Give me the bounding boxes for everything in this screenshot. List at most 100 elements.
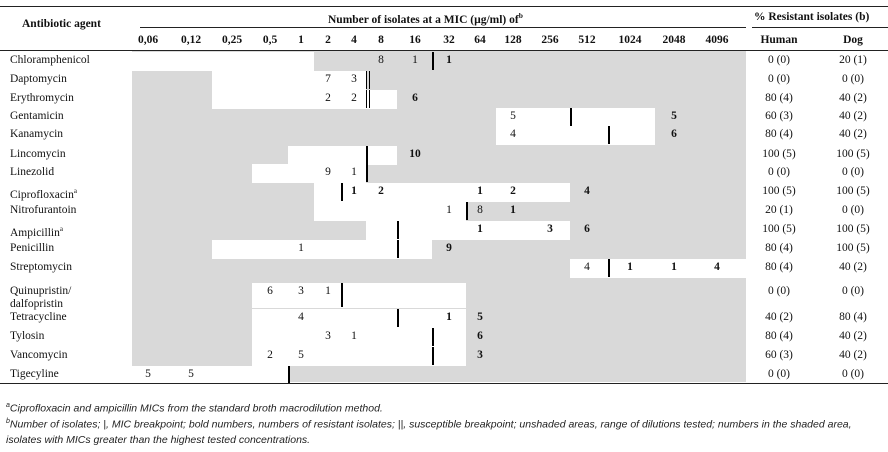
tested-range [366, 221, 570, 240]
tested-range [496, 126, 655, 145]
isolate-count: 2 [378, 185, 384, 197]
dog-resistant-pct: 0 (0) [841, 285, 865, 297]
dog-resistant-pct: 0 (0) [841, 73, 865, 85]
resistant-title-underline [752, 27, 888, 28]
mic-breakpoint-line [432, 347, 434, 365]
antibiotic-label: Linezolid [10, 166, 55, 178]
tested-range [252, 164, 366, 183]
antibiotic-label-line2: dalfopristin [10, 298, 64, 310]
mic-column-header: 1 [298, 34, 304, 46]
mic-breakpoint-line [432, 52, 434, 70]
isolate-count: 5 [188, 368, 194, 380]
mic-column-header: 64 [474, 34, 486, 46]
isolate-count: 5 [298, 349, 304, 361]
human-resistant-pct: 0 (0) [767, 54, 791, 66]
antibiotic-name: Gentamicin [10, 110, 64, 123]
isolate-count: 1 [446, 54, 452, 66]
antibiotic-name: Lincomycin [10, 148, 66, 161]
isolate-count: 2 [510, 185, 516, 197]
isolate-count: 1 [351, 166, 357, 178]
dog-resistant-pct: 40 (2) [839, 110, 867, 122]
dog-resistant-pct: 40 (2) [839, 330, 867, 342]
isolate-count: 1 [446, 311, 452, 323]
human-resistant-pct: 100 (5) [762, 185, 796, 197]
dog-resistant-pct: 100 (5) [836, 223, 870, 235]
agent-column-header: Antibiotic agent [22, 18, 101, 30]
isolate-count: 3 [298, 285, 304, 297]
antibiotic-label: Quinupristin/ [10, 285, 72, 297]
antibiotic-label: Nitrofurantoin [10, 204, 77, 216]
antibiotic-name: Erythromycin [10, 92, 74, 105]
mic-column-header: 256 [541, 34, 559, 46]
dog-resistant-pct: 40 (2) [839, 349, 867, 361]
tested-range [252, 309, 466, 328]
antibiotic-name: Daptomycin [10, 73, 67, 86]
top-rule [0, 6, 888, 7]
isolate-count: 5 [477, 311, 483, 323]
antibiotic-label: Chloramphenicol [10, 54, 90, 66]
isolate-count: 3 [351, 73, 357, 85]
isolate-count: 1 [477, 185, 483, 197]
tested-range [252, 328, 466, 347]
antibiotic-name: Penicillin [10, 242, 54, 255]
footnote-a: aCiprofloxacin and ampicillin MICs from … [6, 402, 383, 415]
dog-resistant-pct: 0 (0) [841, 368, 865, 380]
isolate-count: 4 [510, 128, 516, 140]
isolate-count: 1 [477, 223, 483, 235]
mic-column-header: 0,25 [221, 34, 243, 46]
dog-resistant-pct: 40 (2) [839, 128, 867, 140]
isolate-count: 4 [584, 185, 590, 197]
mic-column-header: 2 [325, 34, 331, 46]
isolate-count: 5 [510, 110, 516, 122]
isolate-count: 9 [446, 242, 452, 254]
tested-range [288, 146, 397, 165]
isolate-count: 7 [325, 73, 331, 85]
antibiotic-name: Linezolid [10, 166, 54, 179]
isolate-count: 4 [584, 261, 590, 273]
mic-column-header: 4096 [705, 34, 729, 46]
mic-breakpoint-line [432, 328, 434, 346]
tested-range [212, 71, 366, 90]
antibiotic-label: Penicillin [10, 242, 55, 254]
human-resistant-pct: 80 (4) [765, 92, 793, 104]
human-resistant-pct: 60 (3) [765, 110, 793, 122]
mic-breakpoint-line [341, 283, 343, 307]
isolate-count: 1 [412, 54, 418, 66]
resistant-title: % Resistant isolates (b) [754, 11, 870, 23]
human-resistant-pct: 100 (5) [762, 148, 796, 160]
human-resistant-pct: 0 (0) [767, 285, 791, 297]
mic-column-header: 128 [504, 34, 522, 46]
mic-column-header: 0,12 [180, 34, 202, 46]
mic-breakpoint-line [570, 108, 572, 126]
antibiotic-label: Daptomycin [10, 73, 67, 85]
isolate-count: 1 [351, 185, 357, 197]
isolate-count: 1 [325, 285, 331, 297]
antibiotic-name: Tetracycline [10, 311, 67, 324]
tested-range [570, 259, 746, 278]
tested-range [132, 52, 314, 71]
mic-breakpoint-line [341, 183, 343, 201]
isolate-count: 1 [446, 204, 452, 216]
isolate-count: 3 [325, 330, 331, 342]
isolate-count: 5 [145, 368, 151, 380]
tested-range [314, 183, 570, 202]
susceptible-breakpoint-line [366, 71, 370, 89]
tested-range [252, 347, 466, 366]
isolate-count: 3 [547, 223, 553, 235]
mic-breakpoint-line [397, 309, 399, 327]
isolate-count: 2 [325, 92, 331, 104]
antibiotic-name: Chloramphenicol [10, 54, 90, 67]
isolate-count: 8 [378, 54, 384, 66]
dog-resistant-pct: 100 (5) [836, 242, 870, 254]
human-resistant-pct: 0 (0) [767, 73, 791, 85]
isolate-count: 4 [714, 261, 720, 273]
human-resistant-pct: 0 (0) [767, 368, 791, 380]
isolate-count: 3 [477, 349, 483, 361]
dog-resistant-pct: 0 (0) [841, 166, 865, 178]
dog-resistant-pct: 80 (4) [839, 311, 867, 323]
antibiotic-label: Tigecyline [10, 368, 59, 380]
isolate-count: 1 [627, 261, 633, 273]
antibiotic-label: Tylosin [10, 330, 45, 342]
mic-column-header: 0,06 [137, 34, 159, 46]
mic-breakpoint-line [466, 202, 468, 220]
